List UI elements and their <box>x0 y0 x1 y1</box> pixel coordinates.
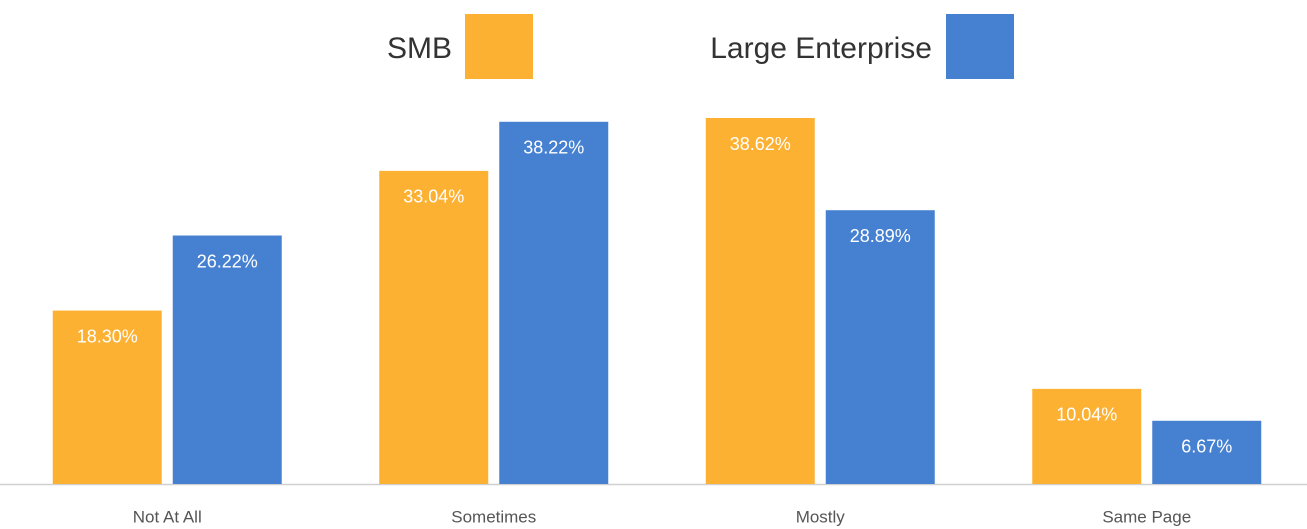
data-label: 18.30% <box>77 326 138 346</box>
legend-label: Large Enterprise <box>710 32 932 65</box>
legend-label: SMB <box>387 32 452 65</box>
bar <box>825 210 935 485</box>
bar <box>499 121 609 485</box>
bar <box>379 170 489 484</box>
legend-swatch <box>465 14 533 79</box>
bar <box>1032 388 1142 484</box>
data-label: 28.89% <box>850 226 911 246</box>
legend-swatch <box>946 14 1014 79</box>
data-label: 26.22% <box>197 251 258 271</box>
data-label: 38.62% <box>730 134 791 154</box>
data-label: 33.04% <box>403 187 464 207</box>
x-tick-label: Mostly <box>796 507 846 526</box>
x-tick-label: Same Page <box>1102 507 1191 526</box>
data-label: 6.67% <box>1181 437 1232 457</box>
x-tick-label: Not At All <box>133 507 202 526</box>
bar <box>172 235 282 484</box>
bar <box>1152 420 1262 484</box>
data-label: 38.22% <box>523 138 584 158</box>
data-label: 10.04% <box>1056 405 1117 425</box>
x-tick-label: Sometimes <box>451 507 536 526</box>
bar <box>52 310 162 484</box>
bar <box>705 118 815 484</box>
